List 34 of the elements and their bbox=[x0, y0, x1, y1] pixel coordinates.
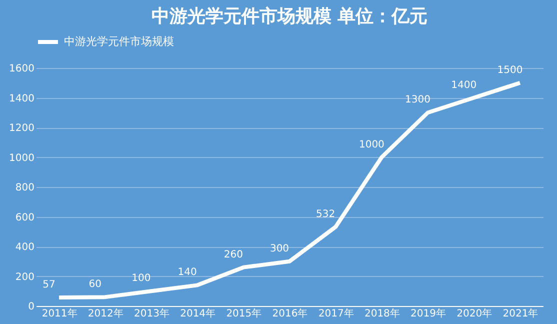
data-label: 1000 bbox=[358, 139, 384, 150]
data-label: 57 bbox=[42, 280, 56, 291]
chart-title: 中游光学元件市场规模 单位：亿元 bbox=[151, 6, 428, 27]
x-tick-label: 2011年 bbox=[42, 308, 78, 320]
y-tick-label: 600 bbox=[15, 212, 34, 224]
data-label: 1300 bbox=[405, 94, 430, 106]
data-label: 532 bbox=[316, 208, 336, 220]
x-tick-label: 2018年 bbox=[364, 308, 400, 320]
y-tick-label: 400 bbox=[15, 242, 34, 253]
x-tick-label: 2013年 bbox=[134, 308, 170, 320]
line-series bbox=[57, 80, 522, 300]
data-label: 1500 bbox=[497, 64, 523, 76]
x-tick-label: 2021年 bbox=[502, 308, 538, 320]
data-label: 300 bbox=[270, 243, 290, 254]
legend-label: 中游光学元件市场规模 bbox=[64, 35, 174, 48]
y-tick-label: 1400 bbox=[9, 93, 34, 104]
x-tick-label: 2019年 bbox=[410, 308, 446, 320]
x-tick-label: 2015年 bbox=[226, 308, 262, 320]
data-label: 140 bbox=[178, 267, 197, 278]
x-tick-label: 2012年 bbox=[88, 308, 124, 320]
y-tick-label: 200 bbox=[15, 272, 34, 283]
data-label: 1400 bbox=[451, 80, 477, 91]
x-tick-label: 2016年 bbox=[272, 308, 308, 320]
y-tick-label: 0 bbox=[28, 302, 34, 312]
x-tick-label: 2017年 bbox=[318, 308, 354, 320]
y-tick-label: 1000 bbox=[9, 152, 34, 164]
data-label: 60 bbox=[88, 279, 102, 290]
x-tick-label: 2014年 bbox=[180, 308, 216, 320]
y-tick-label: 1200 bbox=[9, 123, 34, 134]
data-label: 260 bbox=[224, 249, 243, 260]
data-label: 100 bbox=[132, 273, 151, 284]
y-tick-label: 800 bbox=[15, 182, 34, 194]
y-tick-label: 1600 bbox=[9, 64, 34, 74]
x-tick-label: 2020年 bbox=[456, 308, 492, 320]
